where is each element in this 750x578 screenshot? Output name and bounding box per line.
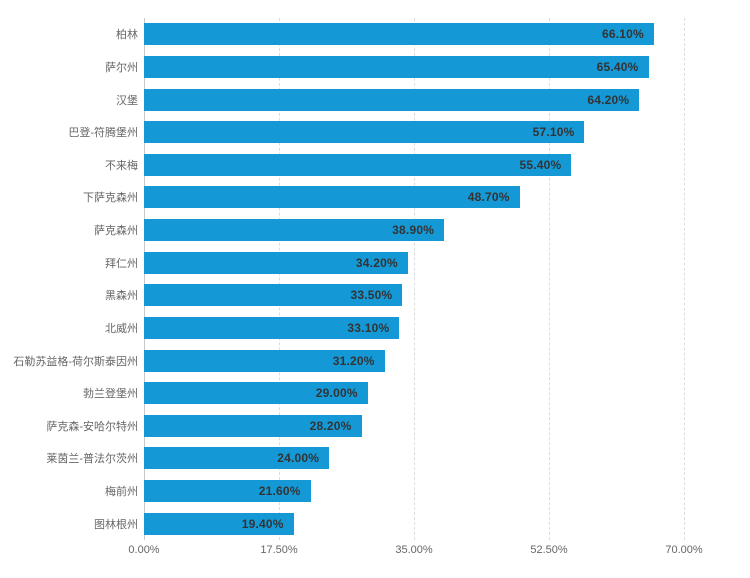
bar: 33.10% — [144, 316, 400, 339]
value-label: 65.40% — [596, 59, 639, 74]
bar: 48.70% — [144, 186, 520, 209]
bar-track: 38.90% — [144, 219, 684, 242]
category-label: 莱茵兰-普法尔茨州 — [46, 453, 138, 466]
value-label: 28.20% — [309, 418, 352, 433]
bar-row: 萨克森州 38.90% — [0, 214, 750, 247]
bar: 64.20% — [144, 88, 640, 111]
bar-row: 汉堡 64.20% — [0, 83, 750, 116]
bar: 19.40% — [144, 512, 294, 535]
x-axis: 0.00% 17.50% 35.00% 52.50% 70.00% — [128, 544, 702, 560]
bar-track: 33.50% — [144, 284, 684, 307]
bar-track: 65.40% — [144, 55, 684, 78]
category-label: 巴登-符腾堡州 — [68, 127, 138, 140]
bar-track: 21.60% — [144, 480, 684, 503]
bar-track: 57.10% — [144, 121, 684, 144]
bar-track: 28.20% — [144, 414, 684, 437]
category-label: 不来梅 — [105, 159, 138, 172]
bar-track: 64.20% — [144, 88, 684, 111]
bar: 57.10% — [144, 121, 585, 144]
value-label: 29.00% — [315, 386, 358, 401]
category-label: 梅前州 — [105, 486, 138, 499]
bar-track: 34.20% — [144, 251, 684, 274]
bar-row: 图林根州 19.40% — [0, 507, 750, 540]
x-axis-tick-label: 35.00% — [395, 544, 433, 556]
category-label: 下萨克森州 — [83, 192, 138, 205]
bar-row: 梅前州 21.60% — [0, 475, 750, 508]
bar-row: 下萨克森州 48.70% — [0, 181, 750, 214]
value-label: 19.40% — [241, 516, 284, 531]
value-label: 31.20% — [332, 353, 375, 368]
category-label: 萨克森州 — [94, 225, 138, 238]
value-label: 64.20% — [587, 92, 630, 107]
bar-track: 29.00% — [144, 382, 684, 405]
category-label: 汉堡 — [116, 94, 138, 107]
plot-area: 柏林 66.10% 萨尔州 65.40% 汉堡 64.20% 巴登-符腾堡州 57.10% 不来… — [13, 18, 685, 540]
value-label: 33.10% — [347, 320, 390, 335]
category-label: 柏林 — [116, 29, 138, 42]
bar-row: 勃兰登堡州 29.00% — [0, 377, 750, 410]
bar-track: 31.20% — [144, 349, 684, 372]
value-label: 33.50% — [350, 288, 393, 303]
bar-row: 拜仁州 34.20% — [0, 246, 750, 279]
bar: 28.20% — [144, 414, 362, 437]
value-label: 21.60% — [258, 484, 301, 499]
value-label: 66.10% — [602, 27, 644, 42]
bar: 34.20% — [144, 251, 408, 274]
bar-row: 黑森州 33.50% — [0, 279, 750, 312]
bar-track: 24.00% — [144, 447, 684, 470]
bar: 55.40% — [144, 153, 572, 176]
bar-track: 33.10% — [144, 316, 684, 339]
bar-track: 48.70% — [144, 186, 684, 209]
bar-track: 19.40% — [144, 512, 684, 535]
category-label: 黑森州 — [105, 290, 138, 303]
category-label: 拜仁州 — [105, 257, 138, 270]
bar: 24.00% — [144, 447, 330, 470]
bar: 66.10% — [144, 23, 654, 46]
bar-row: 巴登-符腾堡州 57.10% — [0, 116, 750, 149]
bar-track: 55.40% — [144, 153, 684, 176]
bar-row: 北威州 33.10% — [0, 312, 750, 345]
value-label: 57.10% — [532, 125, 575, 140]
bar-rows: 柏林 66.10% 萨尔州 65.40% 汉堡 64.20% 巴登-符腾堡州 57.10% 不来… — [0, 18, 750, 540]
bar-row: 萨克森-安哈尔特州 28.20% — [0, 410, 750, 443]
bar-row: 萨尔州 65.40% — [0, 51, 750, 84]
x-axis-tick-label: 70.00% — [665, 544, 703, 556]
bar: 65.40% — [144, 55, 649, 78]
category-label: 萨尔州 — [105, 61, 138, 74]
bar: 29.00% — [144, 382, 368, 405]
category-label: 勃兰登堡州 — [83, 388, 138, 401]
bar: 21.60% — [144, 480, 311, 503]
value-label: 55.40% — [519, 157, 562, 172]
category-label: 北威州 — [105, 322, 138, 335]
bar: 38.90% — [144, 219, 445, 242]
category-label: 萨克森-安哈尔特州 — [46, 420, 138, 433]
bar: 31.20% — [144, 349, 385, 372]
x-axis-tick-label: 52.50% — [530, 544, 568, 556]
value-label: 48.70% — [467, 190, 510, 205]
bar-row: 不来梅 55.40% — [0, 149, 750, 182]
bar: 33.50% — [144, 284, 403, 307]
bar-row: 莱茵兰-普法尔茨州 24.00% — [0, 442, 750, 475]
bar-track: 66.10% — [144, 23, 684, 46]
value-label: 24.00% — [277, 451, 320, 466]
x-axis-tick-label: 17.50% — [260, 544, 298, 556]
bar-row: 石勒苏益格-荷尔斯泰因州 31.20% — [0, 344, 750, 377]
category-label: 石勒苏益格-荷尔斯泰因州 — [13, 355, 138, 368]
x-axis-tick-label: 0.00% — [128, 544, 160, 556]
value-label: 34.20% — [355, 255, 398, 270]
category-label: 图林根州 — [94, 518, 138, 531]
value-label: 38.90% — [392, 223, 435, 238]
bar-row: 柏林 66.10% — [0, 18, 750, 51]
